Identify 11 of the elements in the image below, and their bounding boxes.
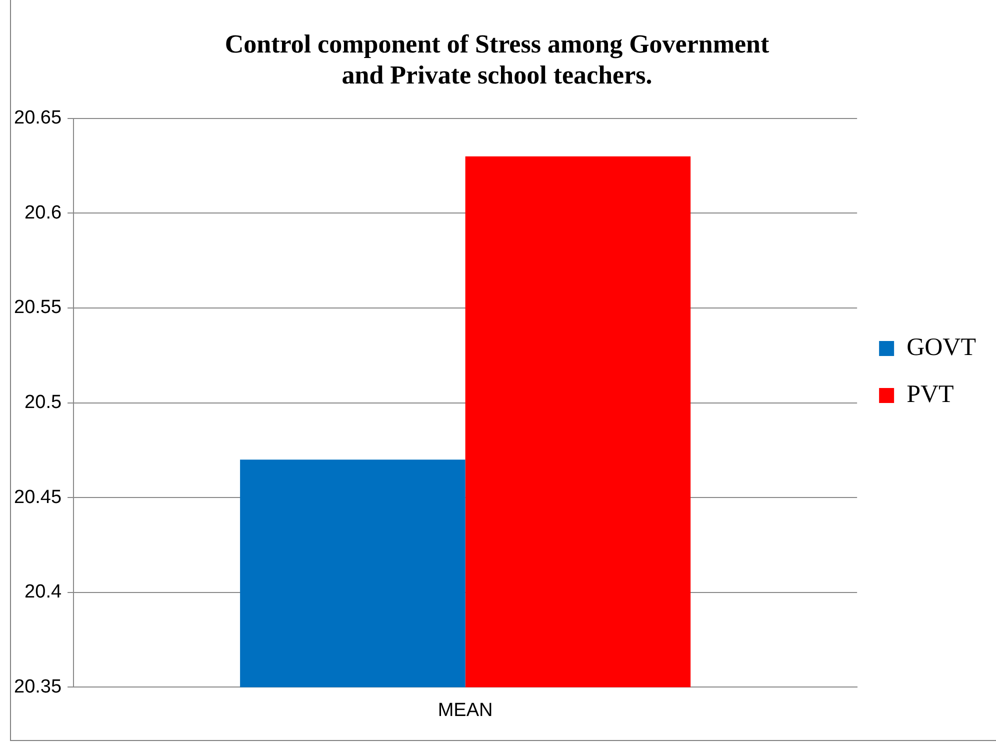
y-tick-label: 20.55 <box>14 297 62 318</box>
y-tick-label: 20.4 <box>24 582 62 603</box>
chart-title: Control component of Stress among Government and Private school teachers. <box>224 29 770 90</box>
y-tick-label: 20.35 <box>14 676 62 698</box>
y-tick-label: 20.6 <box>24 202 62 224</box>
y-tick-label: 20.65 <box>14 108 62 129</box>
legend-label: GOVT <box>906 334 976 362</box>
y-tick-label: 20.5 <box>24 392 62 414</box>
x-tick-label: MEAN <box>438 700 493 721</box>
legend-label: PVT <box>906 381 954 408</box>
y-tick-label: 20.45 <box>14 486 62 508</box>
